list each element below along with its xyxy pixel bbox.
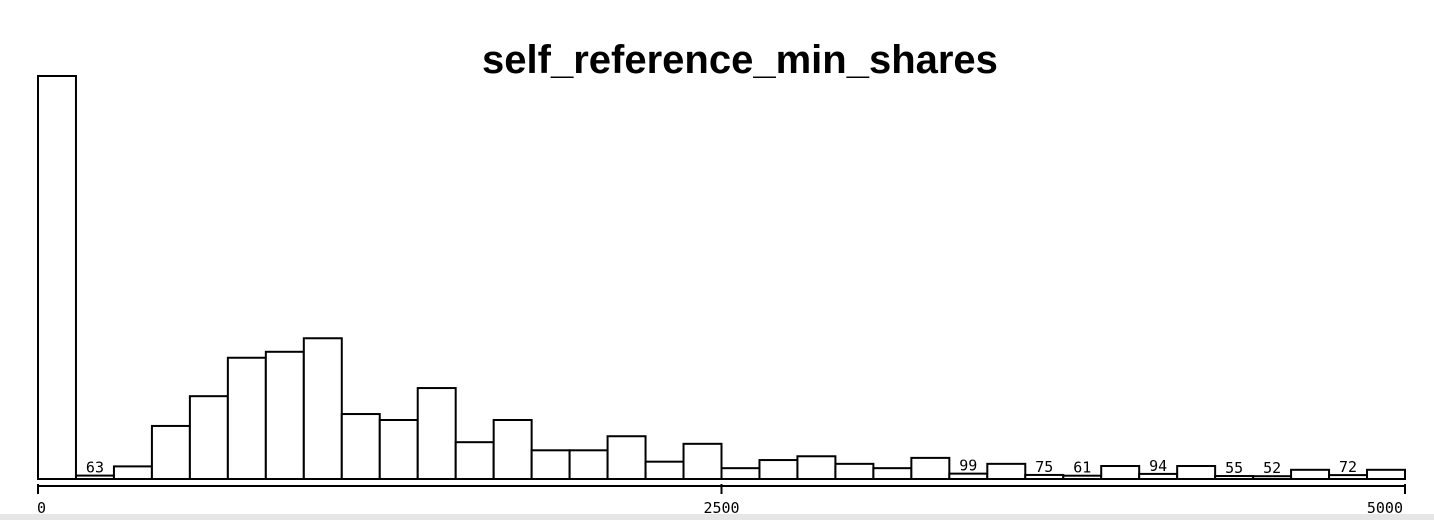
histogram-bar xyxy=(340,413,381,481)
bar-count-label: 61 xyxy=(1073,459,1091,477)
bottom-scroll-strip xyxy=(0,514,1434,520)
histogram-bar xyxy=(606,435,647,480)
histogram-bar xyxy=(112,465,153,481)
histogram-bar xyxy=(910,456,951,481)
histogram-bar xyxy=(720,467,761,481)
bars-group xyxy=(37,75,1407,481)
histogram-bar xyxy=(37,75,77,480)
histogram-bar xyxy=(1366,468,1407,480)
chart-title: self_reference_min_shares xyxy=(482,38,998,82)
histogram-bar xyxy=(378,419,419,480)
x-tick-label: 2500 xyxy=(703,499,739,517)
histogram-bar xyxy=(872,467,913,481)
bar-count-label: 99 xyxy=(959,457,977,475)
histogram-bar xyxy=(530,449,571,480)
histogram-bar xyxy=(758,459,799,480)
histogram-bar xyxy=(454,441,495,481)
bar-count-label: 72 xyxy=(1339,458,1357,476)
histogram-bar xyxy=(834,462,875,480)
histogram-bar xyxy=(492,419,533,480)
bar-count-label: 63 xyxy=(86,459,104,477)
histogram-bar xyxy=(264,350,305,481)
histogram-bar xyxy=(644,460,685,480)
histogram-bar xyxy=(226,356,267,480)
histogram-bar xyxy=(1176,465,1217,481)
histogram-bar xyxy=(188,395,229,480)
x-tick-label: 0 xyxy=(37,499,46,517)
histogram-bar xyxy=(986,462,1027,480)
data-labels-group: 63 99 75 61 94 55 52 72 xyxy=(86,457,1357,478)
bar-count-label: 52 xyxy=(1263,459,1281,477)
histogram-bar xyxy=(302,337,343,481)
histogram-bar xyxy=(416,387,457,480)
histogram-bar xyxy=(796,455,837,480)
bar-count-label: 94 xyxy=(1149,457,1167,475)
histogram-bar xyxy=(150,424,191,481)
x-tick-label: 5000 xyxy=(1367,499,1403,517)
histogram-bar xyxy=(1290,468,1331,480)
histogram-bar xyxy=(682,442,723,481)
x-ticks-group: 0 2500 5000 xyxy=(37,484,1406,517)
bar-count-label: 75 xyxy=(1035,458,1053,476)
histogram-bar xyxy=(1100,465,1141,481)
bar-count-label: 55 xyxy=(1225,459,1243,477)
histogram-bar xyxy=(568,449,609,480)
